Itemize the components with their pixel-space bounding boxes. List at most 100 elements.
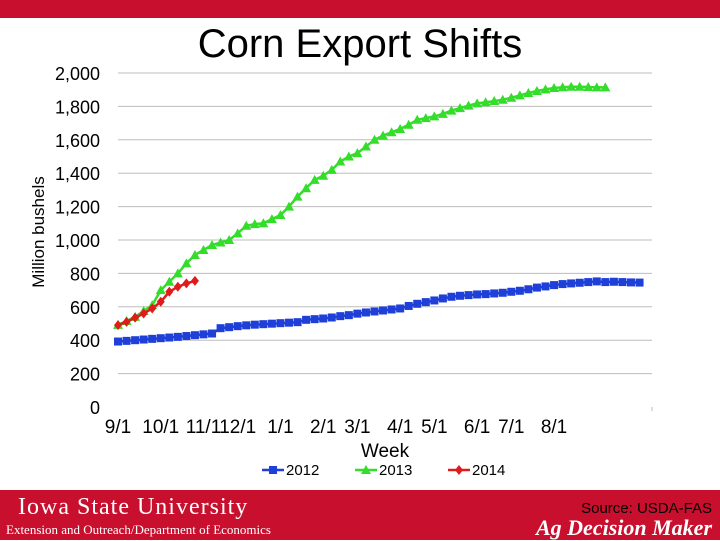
university-logo-text: Iowa State University <box>18 494 249 520</box>
x-tick-label: 4/1 <box>387 417 413 438</box>
data-point-2012 <box>592 277 601 286</box>
data-point-2013 <box>343 151 354 161</box>
source-note: Source: USDA-FAS <box>581 500 712 517</box>
x-tick-label: 11/1 <box>186 417 222 438</box>
data-point-2013 <box>249 219 260 229</box>
data-point-2012 <box>242 321 251 330</box>
data-point-2013 <box>326 164 337 174</box>
data-point-2013 <box>352 148 363 158</box>
data-point-2013 <box>284 201 294 211</box>
x-tick-label: 1/1 <box>267 417 293 438</box>
data-point-2013 <box>557 82 568 92</box>
data-point-2013 <box>489 96 500 106</box>
x-tick-label: 6/1 <box>464 417 490 438</box>
data-point-2013 <box>369 134 380 144</box>
ag-decision-maker-logo: Ag Decision Maker <box>536 515 712 540</box>
data-point-2013 <box>275 209 286 219</box>
x-tick-label: 9/1 <box>105 417 131 438</box>
data-point-2012 <box>618 278 627 287</box>
data-point-2012 <box>285 318 293 327</box>
data-point-2012 <box>233 322 242 331</box>
legend-item-2013: 2013 <box>355 462 412 479</box>
data-point-2013 <box>574 81 585 91</box>
data-point-2014 <box>173 281 182 292</box>
legend-marker <box>361 465 371 474</box>
data-point-2012 <box>165 333 174 342</box>
data-point-2013 <box>463 100 474 110</box>
data-point-2013 <box>403 119 414 129</box>
legend-marker <box>455 465 463 475</box>
data-point-2013 <box>292 191 303 201</box>
data-point-2012 <box>293 318 302 327</box>
data-point-2012 <box>524 285 533 294</box>
legend-label: 2014 <box>472 462 505 479</box>
y-axis-label: Million bushels <box>29 176 48 288</box>
line-chart: 0 200 400 600 800 1,000 1,200 1,400 1,600 1,800 2,… <box>29 64 653 479</box>
data-point-2012 <box>302 315 311 324</box>
department-text: Extension and Outreach/Department of Eco… <box>6 522 271 537</box>
grid-lines <box>118 72 653 411</box>
data-point-2013 <box>523 88 534 98</box>
data-point-2012 <box>370 307 379 316</box>
y-tick-label: 1,000 <box>55 231 100 251</box>
data-point-2014 <box>190 275 199 286</box>
y-tick-label: 1,600 <box>55 131 100 151</box>
y-tick-label: 0 <box>90 398 100 418</box>
data-point-2012 <box>507 287 516 296</box>
data-point-2012 <box>609 277 618 286</box>
data-point-2012 <box>413 299 422 308</box>
data-point-2013 <box>198 245 209 255</box>
data-point-2012 <box>139 335 148 344</box>
data-point-2012 <box>404 301 413 310</box>
data-point-2013 <box>360 141 371 151</box>
data-point-2013 <box>232 228 243 238</box>
data-point-2013 <box>172 268 183 278</box>
data-point-2013 <box>335 156 346 166</box>
y-tick-label: 400 <box>70 331 100 351</box>
data-point-2012 <box>558 280 567 289</box>
data-point-2012 <box>481 290 490 299</box>
series-line-2014 <box>117 279 196 327</box>
x-tick-label: 3/1 <box>344 417 370 438</box>
data-point-2013 <box>420 113 431 123</box>
data-point-2014 <box>182 278 191 289</box>
x-tick-label: 12/1 <box>219 417 256 438</box>
data-point-2012 <box>199 330 208 339</box>
top-accent-bar <box>0 0 720 18</box>
data-point-2014 <box>122 316 131 327</box>
data-point-2013 <box>164 276 175 286</box>
data-point-2013 <box>455 103 465 113</box>
data-point-2013 <box>181 258 192 268</box>
data-point-2014 <box>156 296 165 307</box>
x-tick-labels: 9/1 10/1 11/112/1 1/1 2/1 3/1 4/1 5/1 6/1 7/1 8/1 <box>105 417 567 438</box>
data-point-2012 <box>114 337 122 346</box>
data-point-2013 <box>549 83 560 93</box>
data-point-2012 <box>515 286 524 295</box>
data-point-2013 <box>395 123 406 133</box>
legend: 2012 2013 2014 <box>262 462 505 479</box>
data-point-2012 <box>575 278 584 287</box>
x-tick-label: 5/1 <box>421 417 447 438</box>
series-2014 <box>114 275 199 331</box>
data-point-2014 <box>148 303 157 314</box>
data-point-2013 <box>429 111 440 121</box>
y-tick-label: 800 <box>70 264 100 284</box>
data-point-2013 <box>258 218 269 228</box>
legend-marker <box>269 466 277 474</box>
footer-bar <box>0 490 720 540</box>
data-point-2013 <box>480 97 491 107</box>
data-point-2012 <box>216 324 225 333</box>
data-point-2013 <box>583 82 594 92</box>
data-point-2012 <box>567 279 576 288</box>
series-2012 <box>114 277 644 346</box>
x-axis-label: Week <box>361 441 410 462</box>
data-point-2012 <box>122 336 131 345</box>
data-point-2012 <box>584 278 593 287</box>
data-point-2012 <box>336 312 345 321</box>
data-point-2013 <box>318 170 329 180</box>
y-tick-label: 2,000 <box>55 64 100 84</box>
data-point-2012 <box>361 308 370 317</box>
y-tick-label: 1,800 <box>55 97 100 117</box>
data-point-2013 <box>514 90 525 100</box>
data-point-2013 <box>224 235 235 244</box>
